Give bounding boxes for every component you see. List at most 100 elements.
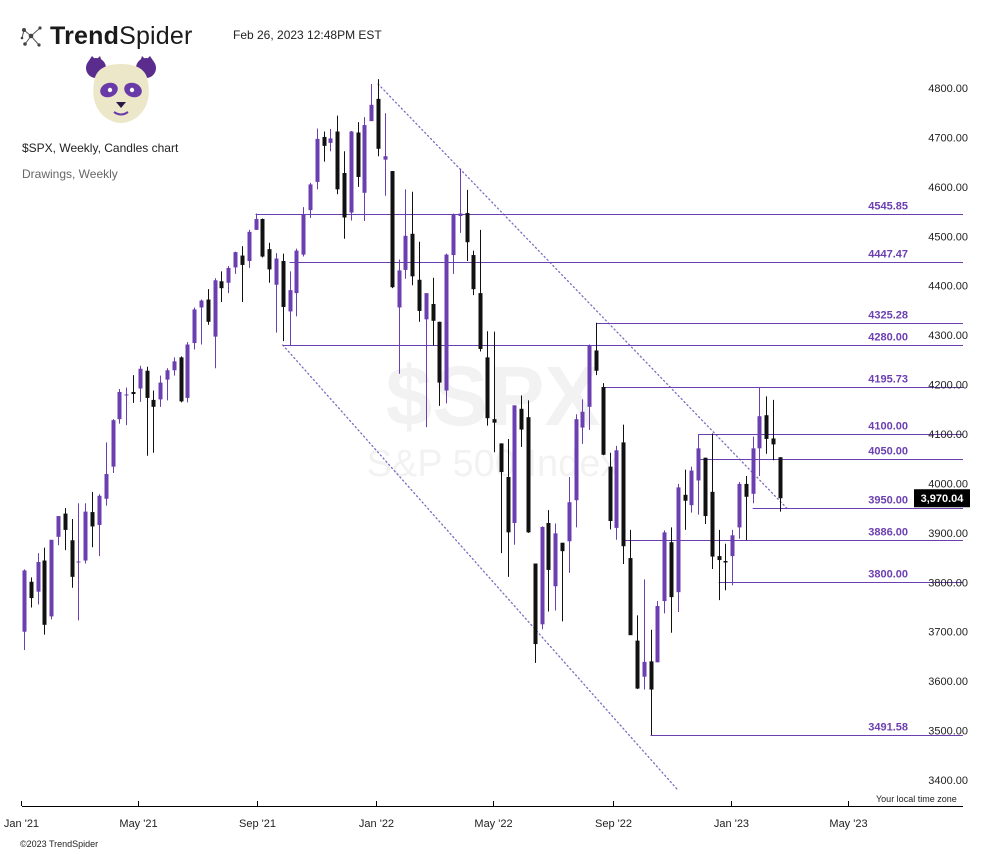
y-tick-label: 4600.00 — [928, 182, 968, 194]
candle-body — [580, 411, 585, 428]
candle-body — [444, 254, 449, 391]
level-label-4050.00: 4050.00 — [868, 446, 908, 458]
horizontal-levels: 4545.85 4447.47 4325.28 4280.00 4195.73 4100.… — [255, 201, 963, 736]
x-tick-label: Sep '21 — [239, 818, 276, 830]
trendlines — [282, 83, 788, 791]
candle-body — [540, 526, 545, 625]
candle-2023-01-23 — [751, 436, 756, 504]
candle-body — [376, 98, 381, 149]
candle-body — [36, 562, 41, 592]
brand-logo: TrendSpider — [20, 22, 193, 51]
level-label-3886.00: 3886.00 — [868, 527, 908, 539]
candle-body — [315, 138, 320, 182]
candle-body — [655, 606, 660, 663]
candle-2021-09-27 — [281, 253, 286, 342]
candle-2022-12-05 — [703, 457, 708, 524]
candle-2023-01-16 — [744, 476, 749, 541]
candle-body — [97, 495, 102, 525]
candle-body — [546, 522, 551, 570]
candle-2021-06-21 — [185, 342, 190, 403]
candle-2021-07-12 — [206, 289, 211, 325]
candle-body — [301, 214, 306, 255]
candle-2021-08-30 — [254, 213, 259, 230]
candle-2022-02-07 — [410, 191, 415, 286]
y-tick-label: 4800.00 — [928, 83, 968, 95]
candle-body — [49, 539, 54, 617]
candle-2022-05-23 — [512, 405, 517, 545]
candle-2021-12-20 — [362, 117, 367, 221]
local-timezone-label: Your local time zone — [876, 794, 957, 804]
y-tick-label: 4100.00 — [928, 429, 968, 441]
candle-2021-11-01 — [315, 128, 320, 190]
candle-2021-10-25 — [308, 182, 313, 218]
candle-body — [594, 350, 599, 371]
candle-2021-10-11 — [294, 248, 299, 317]
candle-body — [458, 213, 463, 217]
candle-body — [247, 231, 252, 261]
candle-2022-02-21 — [424, 293, 429, 428]
level-label-4195.73: 4195.73 — [868, 374, 908, 386]
candle-2021-07-26 — [219, 271, 224, 303]
y-tick-label: 4500.00 — [928, 231, 968, 243]
candle-2022-04-18 — [478, 229, 483, 352]
candle-2021-12-27 — [369, 84, 374, 122]
candle-body — [757, 416, 762, 449]
candle-body — [138, 368, 143, 389]
candle-body — [519, 408, 524, 430]
candle-2022-06-27 — [546, 510, 551, 612]
candle-body — [778, 457, 783, 499]
candle-body — [131, 391, 136, 394]
candle-body — [485, 357, 490, 419]
candle-body — [424, 293, 429, 320]
candle-2022-03-14 — [444, 253, 449, 404]
candle-body — [29, 581, 34, 599]
candle-2021-11-08 — [322, 131, 327, 162]
candle-2021-03-08 — [83, 503, 88, 564]
candle-2023-01-09 — [737, 481, 742, 539]
y-tick-label: 3700.00 — [928, 627, 968, 639]
candle-2021-01-04 — [22, 569, 27, 651]
candle-body — [744, 483, 749, 497]
candle-body — [260, 218, 265, 257]
candle-2021-03-29 — [104, 442, 109, 506]
candle-body — [683, 494, 688, 501]
candle-2021-08-23 — [247, 229, 252, 268]
candle-2022-01-24 — [397, 259, 402, 374]
candle-body — [560, 542, 565, 552]
candle-body — [390, 171, 395, 288]
candle-2022-07-18 — [567, 477, 572, 573]
candle-body — [342, 173, 347, 218]
candle-2023-02-13 — [771, 399, 776, 461]
candle-2021-02-01 — [49, 539, 54, 620]
candle-body — [70, 540, 75, 577]
candle-2022-09-26 — [635, 615, 640, 690]
y-tick-label: 4200.00 — [928, 380, 968, 392]
trendspider-node-icon — [20, 25, 42, 47]
current-price-tag: 3,970.04 — [914, 489, 970, 508]
y-tick-label: 3800.00 — [928, 577, 968, 589]
candle-2022-01-31 — [403, 189, 408, 279]
candle-2021-02-22 — [70, 519, 75, 588]
candle-2023-01-30 — [757, 387, 762, 477]
candle-2021-09-06 — [260, 218, 265, 258]
candle-2021-05-17 — [151, 390, 156, 453]
level-label-3491.58: 3491.58 — [868, 722, 908, 734]
candle-body — [179, 357, 184, 402]
candle-body — [676, 487, 681, 593]
candle-2022-12-12 — [710, 433, 715, 569]
x-tick-label: Sep '22 — [595, 818, 632, 830]
level-label-4280.00: 4280.00 — [868, 332, 908, 344]
level-label-4545.85: 4545.85 — [868, 201, 908, 213]
candle-2022-10-31 — [669, 527, 674, 633]
candle-2021-11-22 — [335, 115, 340, 195]
candle-body — [703, 457, 708, 517]
candle-2021-06-28 — [192, 307, 197, 350]
y-tick-label: 4400.00 — [928, 281, 968, 293]
candle-body — [288, 290, 293, 312]
candle-body — [240, 255, 245, 265]
candle-body — [437, 321, 442, 383]
candle-2022-03-28 — [458, 168, 463, 233]
y-tick-label: 4700.00 — [928, 132, 968, 144]
candle-2022-11-21 — [689, 466, 694, 513]
